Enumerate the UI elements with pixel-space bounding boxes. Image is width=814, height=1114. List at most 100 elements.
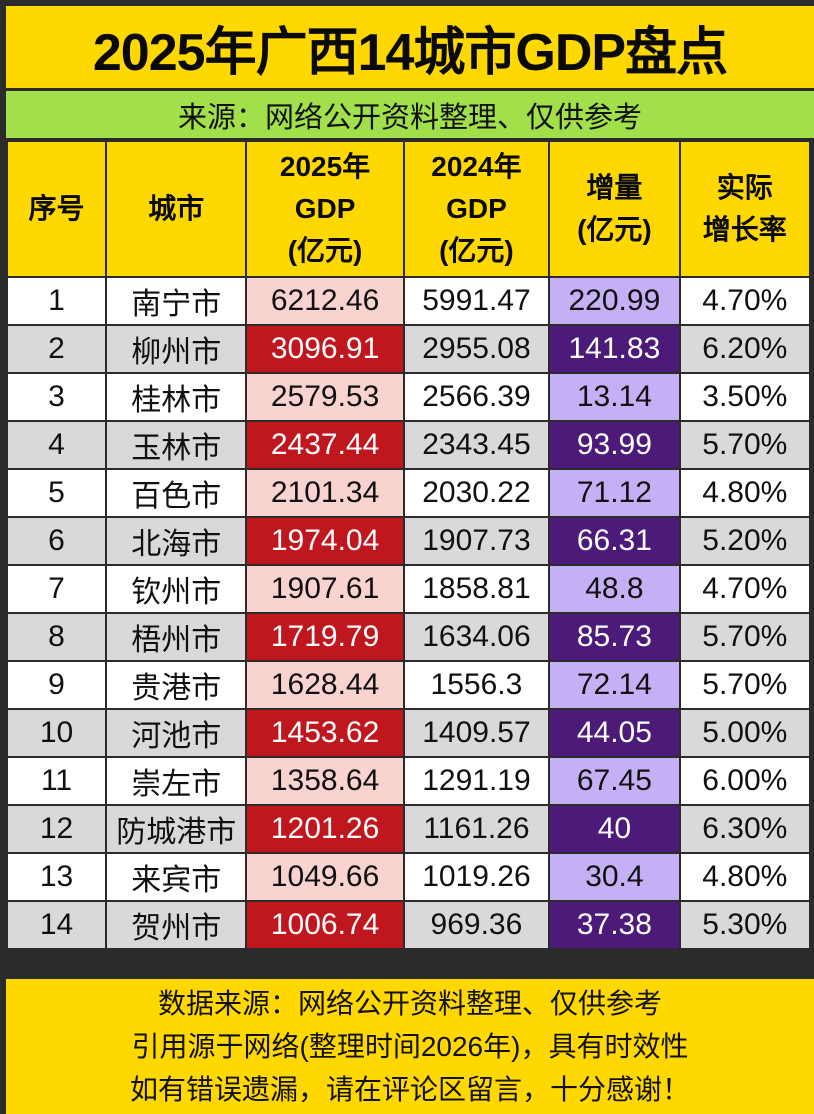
cell-increase: 93.99 [548,420,681,470]
cell-gdp2024: 1634.06 [402,612,551,662]
cell-increase: 141.83 [548,324,681,374]
cell-index: 5 [5,468,108,518]
cell-gdp2024: 1161.26 [402,804,551,854]
cell-growth: 5.70% [678,420,812,470]
cell-city: 百色市 [105,468,248,518]
cell-growth: 4.70% [678,276,812,326]
cell-city: 贺州市 [105,900,248,950]
cell-city: 桂林市 [105,372,248,422]
cell-index: 7 [5,564,108,614]
cell-growth: 5.70% [678,660,812,710]
header-gdp2024: 2024年 GDP (亿元) [402,140,551,278]
cell-increase: 30.4 [548,852,681,902]
cell-gdp2025: 2579.53 [245,372,405,422]
cell-gdp2024: 2955.08 [402,324,551,374]
cell-index: 6 [5,516,108,566]
footer-notes: 数据来源：网络公开资料整理、仅供参考 引用源于网络(整理时间2026年)，具有时… [6,979,814,1114]
cell-increase: 67.45 [548,756,681,806]
cell-growth: 5.20% [678,516,812,566]
header-city: 城市 [105,140,248,278]
cell-growth: 3.50% [678,372,812,422]
table-row: 14 贺州市 1006.74 969.36 37.38 5.30% [5,900,812,950]
cell-gdp2024: 1556.3 [402,660,551,710]
cell-increase: 44.05 [548,708,681,758]
cell-gdp2025: 3096.91 [245,324,405,374]
cell-gdp2025: 1358.64 [245,756,405,806]
cell-gdp2024: 1019.26 [402,852,551,902]
header-growth: 实际 增长率 [678,140,812,278]
cell-increase: 48.8 [548,564,681,614]
cell-gdp2025: 2437.44 [245,420,405,470]
header-gdp2025: 2025年 GDP (亿元) [245,140,405,278]
cell-index: 11 [5,756,108,806]
header-increase: 增量 (亿元) [548,140,681,278]
cell-growth: 6.20% [678,324,812,374]
cell-index: 14 [5,900,108,950]
table-row: 6 北海市 1974.04 1907.73 66.31 5.20% [5,516,812,566]
cell-city: 梧州市 [105,612,248,662]
cell-gdp2024: 1858.81 [402,564,551,614]
cell-growth: 4.80% [678,852,812,902]
table-body: 1 南宁市 6212.46 5991.47 220.99 4.70% 2 柳州市 3096.91… [5,276,812,950]
table-row: 4 玉林市 2437.44 2343.45 93.99 5.70% [5,420,812,470]
cell-growth: 5.00% [678,708,812,758]
table-row: 5 百色市 2101.34 2030.22 71.12 4.80% [5,468,812,518]
cell-index: 1 [5,276,108,326]
cell-city: 贵港市 [105,660,248,710]
cell-gdp2024: 5991.47 [402,276,551,326]
cell-gdp2025: 1907.61 [245,564,405,614]
cell-index: 13 [5,852,108,902]
source-subtitle: 来源：网络公开资料整理、仅供参考 [6,91,814,138]
table-row: 1 南宁市 6212.46 5991.47 220.99 4.70% [5,276,812,326]
cell-gdp2024: 1409.57 [402,708,551,758]
cell-gdp2024: 1907.73 [402,516,551,566]
cell-city: 北海市 [105,516,248,566]
cell-gdp2025: 1974.04 [245,516,405,566]
cell-growth: 5.30% [678,900,812,950]
table-row: 10 河池市 1453.62 1409.57 44.05 5.00% [5,708,812,758]
cell-gdp2024: 1291.19 [402,756,551,806]
cell-city: 崇左市 [105,756,248,806]
table-row: 11 崇左市 1358.64 1291.19 67.45 6.00% [5,756,812,806]
cell-increase: 66.31 [548,516,681,566]
cell-index: 3 [5,372,108,422]
table-row: 13 来宾市 1049.66 1019.26 30.4 4.80% [5,852,812,902]
cell-index: 4 [5,420,108,470]
cell-index: 9 [5,660,108,710]
cell-growth: 4.70% [678,564,812,614]
cell-gdp2025: 1453.62 [245,708,405,758]
footer-line: 数据来源：网络公开资料整理、仅供参考 [157,988,662,1019]
table-row: 12 防城港市 1201.26 1161.26 40 6.30% [5,804,812,854]
table-row: 7 钦州市 1907.61 1858.81 48.8 4.70% [5,564,812,614]
cell-gdp2025: 1628.44 [245,660,405,710]
page-title: 2025年广西14城市GDP盘点 [6,6,814,88]
cell-gdp2025: 1719.79 [245,612,405,662]
cell-gdp2024: 969.36 [402,900,551,950]
cell-gdp2025: 1006.74 [245,900,405,950]
table-row: 8 梧州市 1719.79 1634.06 85.73 5.70% [5,612,812,662]
cell-increase: 85.73 [548,612,681,662]
gdp-table: 序号 城市 2025年 GDP (亿元) 2024年 GDP (亿元) 增量 (… [5,140,812,950]
cell-index: 12 [5,804,108,854]
cell-city: 柳州市 [105,324,248,374]
cell-gdp2025: 2101.34 [245,468,405,518]
cell-city: 南宁市 [105,276,248,326]
cell-city: 河池市 [105,708,248,758]
cell-index: 10 [5,708,108,758]
cell-increase: 220.99 [548,276,681,326]
footer-line: 引用源于网络(整理时间2026年)，具有时效性 [131,1031,689,1062]
cell-gdp2024: 2030.22 [402,468,551,518]
cell-gdp2025: 1201.26 [245,804,405,854]
cell-increase: 71.12 [548,468,681,518]
cell-city: 来宾市 [105,852,248,902]
table-header-row: 序号 城市 2025年 GDP (亿元) 2024年 GDP (亿元) 增量 (… [5,140,812,278]
cell-increase: 37.38 [548,900,681,950]
cell-gdp2024: 2566.39 [402,372,551,422]
footer-line: 如有错误遗漏，请在评论区留言，十分感谢！ [129,1074,690,1105]
cell-increase: 72.14 [548,660,681,710]
cell-gdp2024: 2343.45 [402,420,551,470]
table-row: 2 柳州市 3096.91 2955.08 141.83 6.20% [5,324,812,374]
cell-growth: 4.80% [678,468,812,518]
cell-index: 8 [5,612,108,662]
